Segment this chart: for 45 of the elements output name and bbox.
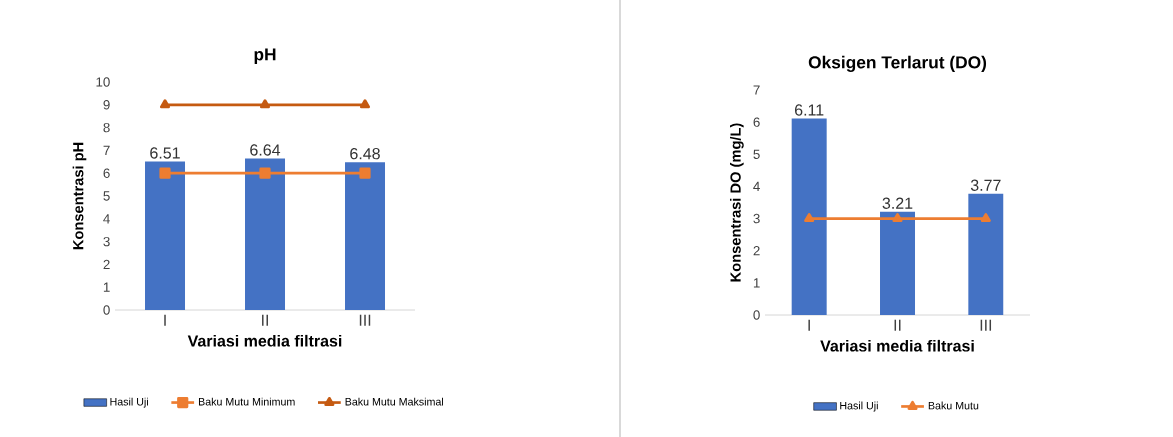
y-tick-label: 1	[103, 282, 110, 292]
legend-label: Baku Mutu Minimum	[198, 397, 295, 406]
y-tick-label: 0	[103, 305, 110, 315]
y-tick-label: 7	[753, 85, 760, 95]
legend-label: Baku Mutu	[928, 401, 979, 410]
data-label: 3.21	[882, 197, 913, 209]
y-tick-label: 5	[753, 149, 760, 159]
y-tick-label: 4	[103, 214, 110, 224]
y-tick-label: 4	[753, 181, 760, 192]
y-tick-label: 7	[103, 145, 110, 155]
y-axis-title: Konsentrasi pH	[72, 142, 87, 250]
x-axis-title: Variasi media filtrasi	[187, 334, 342, 347]
y-tick-label: 2	[753, 246, 760, 256]
x-tick-label: II	[262, 314, 268, 326]
y-tick-label: 10	[96, 77, 110, 87]
y-tick-label: 2	[103, 259, 110, 270]
x-tick-label: III	[359, 314, 371, 326]
y-tick-label: 0	[753, 310, 760, 320]
x-tick-label: I	[164, 314, 166, 326]
data-label: 6.48	[350, 148, 380, 160]
y-tick-label: 6	[753, 117, 760, 127]
legend-label: Hasil Uji	[840, 401, 878, 412]
data-label: 6.51	[150, 147, 180, 159]
y-tick-label: 9	[103, 100, 110, 110]
y-tick-label: 3	[753, 213, 760, 224]
data-label: 3.77	[970, 179, 1001, 191]
bar	[880, 211, 916, 315]
x-tick-label: II	[894, 319, 901, 331]
legend-label: Baku Mutu Maksimal	[345, 397, 444, 406]
y-tick-label: 6	[103, 168, 110, 178]
y-tick-label: 1	[753, 278, 760, 288]
chart-title: Oksigen Terlarut (DO)	[808, 55, 987, 72]
y-tick-label: 8	[103, 122, 110, 133]
data-label: 6.11	[795, 104, 824, 116]
y-tick-label: 3	[103, 236, 110, 247]
bar	[791, 118, 827, 315]
legend-label: Hasil Uji	[110, 397, 148, 408]
x-axis-title: Variasi media filtrasi	[820, 339, 974, 352]
x-tick-label: I	[808, 319, 810, 331]
y-tick-label: 5	[103, 191, 110, 201]
data-label: 6.64	[250, 144, 281, 156]
y-axis-title: Konsentrasi DO (mg/L)	[730, 123, 744, 282]
x-tick-label: III	[980, 319, 992, 331]
chart-title: pH	[254, 48, 276, 64]
bar	[968, 193, 1004, 315]
